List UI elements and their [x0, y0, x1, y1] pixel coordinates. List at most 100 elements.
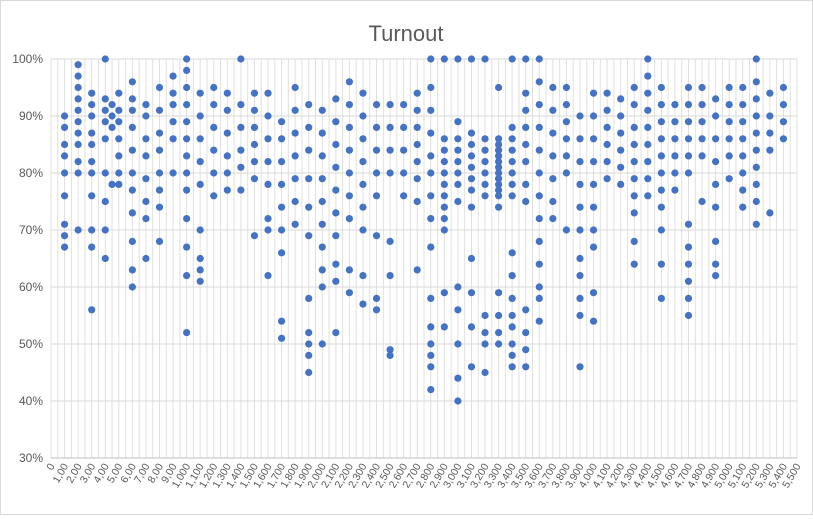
- data-point: [440, 169, 448, 177]
- data-point: [210, 101, 218, 109]
- data-point: [576, 272, 584, 280]
- data-point: [155, 186, 164, 194]
- data-point: [345, 146, 353, 154]
- data-point: [155, 146, 164, 154]
- data-point: [617, 180, 625, 188]
- data-point: [88, 89, 96, 97]
- data-point: [359, 272, 367, 280]
- data-point: [562, 83, 571, 92]
- data-point: [508, 123, 516, 131]
- data-point: [196, 158, 204, 166]
- data-point: [657, 260, 665, 268]
- data-point: [291, 106, 299, 114]
- data-point: [196, 277, 204, 285]
- data-point: [481, 311, 489, 320]
- data-point: [467, 55, 476, 63]
- data-point: [169, 169, 177, 177]
- data-point: [535, 101, 543, 109]
- data-point: [305, 146, 313, 154]
- data-point: [644, 89, 652, 97]
- data-point: [725, 118, 733, 126]
- data-point: [196, 266, 204, 274]
- data-point: [237, 146, 245, 154]
- data-point: [562, 135, 571, 143]
- data-point: [630, 237, 638, 245]
- data-point: [88, 112, 96, 120]
- data-point: [264, 215, 272, 223]
- data-point: [183, 118, 191, 126]
- data-point: [427, 192, 435, 200]
- data-point: [739, 101, 747, 109]
- data-point: [779, 83, 788, 92]
- data-point: [305, 294, 313, 302]
- data-point: [305, 351, 313, 359]
- data-point: [630, 209, 638, 217]
- data-point: [671, 135, 679, 143]
- data-point: [752, 146, 760, 154]
- data-point: [128, 146, 136, 154]
- data-point: [657, 83, 665, 92]
- data-point: [318, 243, 326, 251]
- data-point: [74, 140, 82, 149]
- data-point: [169, 72, 177, 80]
- data-point: [698, 135, 706, 143]
- data-point: [101, 95, 109, 103]
- data-point: [115, 89, 123, 97]
- data-point: [644, 175, 652, 183]
- data-point: [698, 101, 706, 109]
- data-point: [522, 158, 530, 166]
- data-point: [108, 180, 116, 188]
- data-point: [440, 146, 448, 154]
- data-point: [345, 289, 353, 297]
- data-point: [250, 175, 259, 183]
- data-point: [495, 158, 503, 166]
- data-point: [712, 180, 720, 188]
- data-point: [454, 397, 462, 405]
- data-point: [345, 101, 353, 109]
- data-point: [684, 135, 693, 143]
- data-point: [74, 158, 82, 166]
- data-point: [644, 72, 652, 80]
- data-point: [766, 146, 774, 154]
- data-point: [427, 340, 435, 348]
- data-point: [495, 289, 503, 297]
- data-point: [495, 203, 503, 211]
- data-point: [128, 78, 136, 86]
- data-point: [535, 260, 543, 268]
- data-point: [657, 101, 665, 109]
- data-point: [332, 232, 340, 240]
- data-point: [372, 169, 381, 177]
- data-point: [454, 135, 462, 143]
- data-point: [318, 175, 326, 183]
- data-point: [508, 249, 516, 257]
- data-point: [467, 140, 476, 149]
- data-point: [128, 106, 136, 114]
- data-point: [128, 123, 136, 131]
- data-point: [183, 66, 191, 74]
- data-point: [630, 123, 638, 131]
- data-point: [508, 146, 516, 154]
- data-point: [128, 95, 136, 103]
- data-point: [60, 192, 69, 200]
- data-point: [305, 329, 313, 337]
- data-point: [454, 306, 462, 314]
- data-point: [60, 220, 69, 228]
- data-point: [332, 95, 340, 103]
- data-point: [413, 106, 421, 114]
- data-point: [752, 112, 760, 120]
- data-point: [657, 169, 665, 177]
- data-point: [535, 317, 543, 325]
- data-point: [698, 197, 706, 206]
- data-point: [386, 146, 394, 154]
- data-point: [345, 169, 353, 177]
- data-point: [467, 163, 476, 171]
- data-point: [332, 277, 340, 285]
- data-point: [589, 89, 598, 97]
- data-point: [386, 351, 394, 359]
- data-point: [589, 180, 598, 188]
- data-point: [508, 180, 516, 188]
- data-point: [603, 106, 611, 114]
- data-point: [495, 163, 503, 171]
- data-point: [522, 180, 530, 188]
- data-point: [495, 192, 503, 200]
